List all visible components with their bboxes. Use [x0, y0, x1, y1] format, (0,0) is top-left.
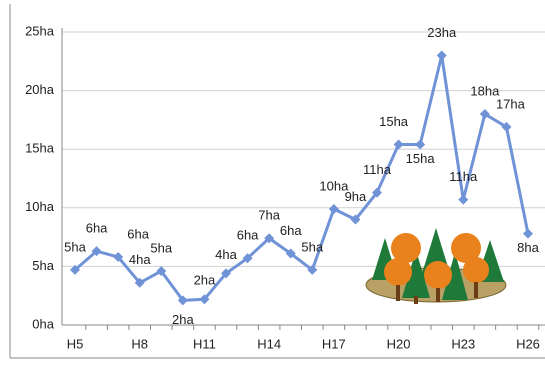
marker	[221, 268, 231, 279]
forest-illustration	[365, 228, 507, 304]
marker	[242, 253, 253, 264]
data-label: 23ha	[427, 25, 457, 40]
x-tick-label: H11	[193, 336, 216, 351]
data-label: 17ha	[496, 96, 526, 111]
marker	[393, 139, 404, 150]
data-label: 2ha	[194, 273, 216, 288]
marker	[134, 277, 145, 288]
y-tick-label: 0ha	[32, 316, 54, 331]
y-tick-label: 15ha	[25, 141, 55, 156]
marker	[479, 109, 490, 120]
data-label: 8ha	[517, 240, 539, 255]
marker	[264, 233, 275, 244]
data-label: 6ha	[237, 228, 259, 243]
data-label: 5ha	[64, 239, 86, 254]
marker	[328, 203, 339, 214]
x-tick-label: H5	[67, 336, 84, 351]
marker	[70, 264, 80, 275]
x-tick-label: H20	[387, 336, 411, 351]
marker	[415, 139, 426, 150]
data-label: 11ha	[449, 169, 478, 184]
marker	[501, 121, 512, 132]
data-label: 10ha	[319, 178, 349, 193]
marker	[91, 246, 102, 257]
marker	[458, 194, 469, 205]
marker	[113, 252, 124, 263]
marker	[436, 50, 447, 61]
data-label: 6ha	[280, 223, 302, 238]
marker	[199, 294, 210, 305]
marker	[177, 295, 188, 306]
x-tick-label: H23	[451, 336, 475, 351]
x-tick-label: H14	[257, 336, 281, 351]
data-label: 11ha	[363, 162, 392, 177]
line	[74, 53, 530, 302]
data-label: 6ha	[127, 226, 149, 241]
x-tick-label: H8	[131, 336, 148, 351]
y-tick-label: 5ha	[32, 258, 54, 273]
data-label: 4ha	[129, 252, 151, 267]
data-label: 9ha	[345, 189, 367, 204]
marker	[156, 266, 167, 277]
data-label: 15ha	[406, 151, 436, 166]
marker	[285, 248, 296, 259]
data-label: 7ha	[258, 208, 280, 223]
plot: 0ha 5ha 10ha 15ha 20ha 25ha H5 H8 H11 H14 H17 H20 H2…	[25, 23, 545, 351]
data-label: 2ha	[172, 312, 194, 327]
data-label: 15ha	[379, 114, 409, 129]
marker	[350, 214, 361, 225]
marker	[372, 187, 382, 198]
data-label: 5ha	[301, 239, 323, 254]
data-label: 4ha	[215, 247, 237, 262]
y-tick-label: 25ha	[25, 23, 55, 38]
x-tick-label: H26	[516, 336, 540, 351]
y-tick-label: 20ha	[25, 82, 55, 97]
data-label: 5ha	[150, 241, 172, 256]
y-tick-label: 10ha	[25, 199, 55, 214]
marker	[307, 264, 318, 275]
marker	[523, 228, 533, 239]
data-label: 6ha	[86, 221, 108, 236]
x-tick-label: H17	[322, 336, 346, 351]
data-label: 18ha	[470, 83, 500, 98]
